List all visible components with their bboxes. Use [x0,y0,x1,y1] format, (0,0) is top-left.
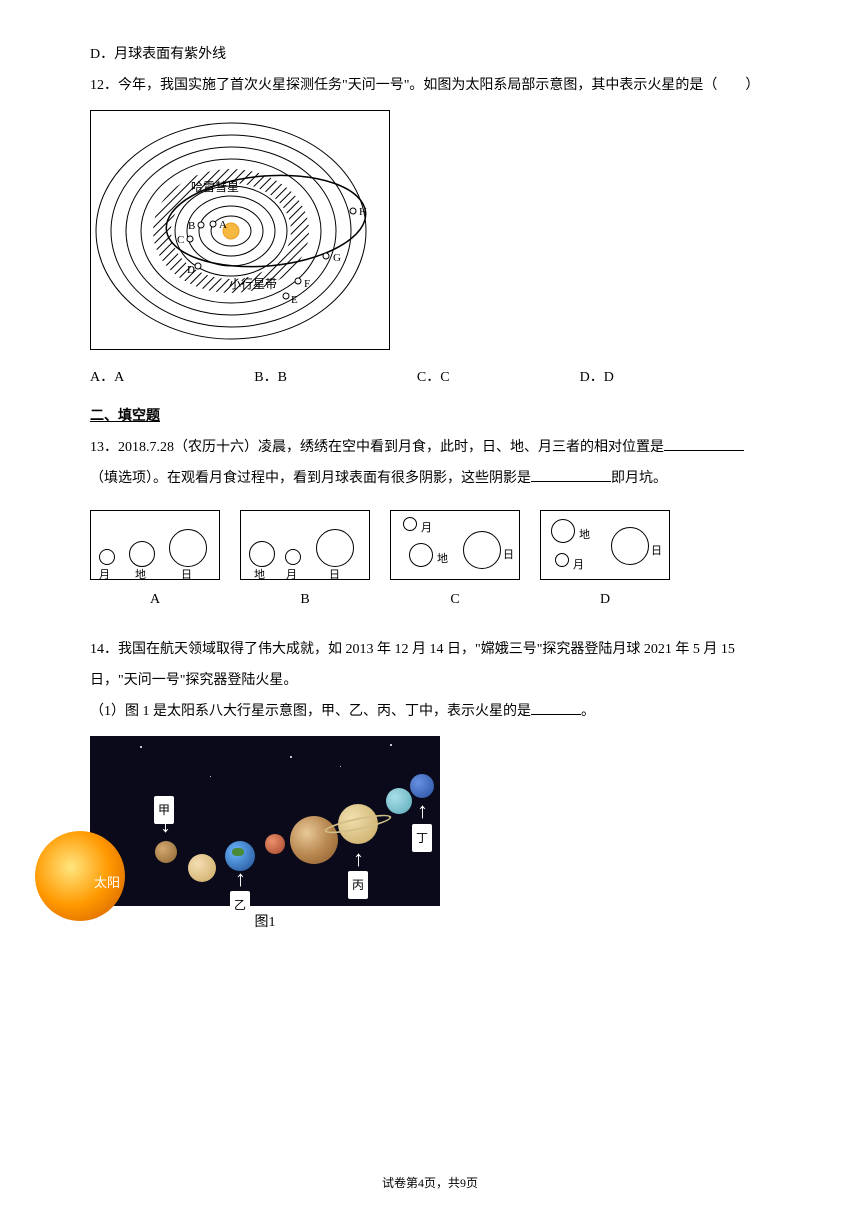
q12-opt-d: D．D [580,363,614,394]
planet-venus [188,854,216,882]
q12-opt-c: C．C [417,363,450,394]
q13-opt-a: 月 地 日 A [90,510,220,616]
q12-options: A．A B．B C．C D．D [90,363,770,394]
svg-text:D: D [187,264,195,276]
q11-option-d: D．月球表面有紫外线 [90,40,770,71]
arrow-ding-icon: ↑ [417,800,428,822]
q13-options: 月 地 日 A 地 月 日 B 月 地 日 C [90,510,770,616]
arrow-yi-icon: ↑ [235,868,246,890]
q12-opt-a: A．A [90,363,124,394]
svg-text:F: F [304,278,310,290]
planet-jupiter [290,816,338,864]
label-bing: 丙 [348,871,368,899]
halley-label: 哈雷彗星 [191,180,239,194]
q14-sub1: （1）图 1 是太阳系八大行星示意图，甲、乙、丙、丁中，表示火星的是。 [90,697,770,728]
svg-text:C: C [177,234,184,246]
asteroid-label: 小行星带 [229,277,277,291]
planet-uranus [386,788,412,814]
figure1: 太阳 甲 ↓ 乙 ↑ 丙 ↑ 丁 ↑ [90,736,440,906]
q12-text: 12．今年，我国实施了首次火星探测任务"天问一号"。如图为太阳系局部示意图，其中… [90,71,770,102]
q12-diagram: A B C D E F G H 哈雷彗星 小行星带 [90,110,390,350]
q13-text: 13．2018.7.28（农历十六）凌晨，绣绣在空中看到月食，此时，日、地、月三… [90,433,770,495]
svg-text:B: B [188,220,195,232]
q13-opt-b: 地 月 日 B [240,510,370,616]
label-ding: 丁 [412,824,432,852]
q13-opt-c: 月 地 日 C [390,510,520,616]
q12-opt-b: B．B [254,363,287,394]
q13-blank1[interactable] [664,437,744,451]
arrow-jia-icon: ↓ [160,814,171,836]
svg-text:E: E [291,294,298,306]
planet-ding [410,774,434,798]
q13-opt-d: 地 月 日 D [540,510,670,616]
q14-blank1[interactable] [531,701,581,715]
sun-label: 太阳 [94,869,120,898]
label-yi: 乙 [230,891,250,919]
page-footer: 试卷第4页，共9页 [90,1170,770,1196]
arrow-bing-icon: ↑ [353,848,364,870]
section2-title: 二、填空题 [90,402,770,433]
q13-blank2[interactable] [531,468,611,482]
svg-text:H: H [359,206,367,218]
planet-mars [265,834,285,854]
svg-text:G: G [333,252,341,264]
svg-text:A: A [219,219,227,231]
q14-text1: 14．我国在航天领域取得了伟大成就，如 2013 年 12 月 14 日，"嫦娥… [90,635,770,697]
figure1-caption: 图1 [90,908,440,939]
planet-jia [155,841,177,863]
